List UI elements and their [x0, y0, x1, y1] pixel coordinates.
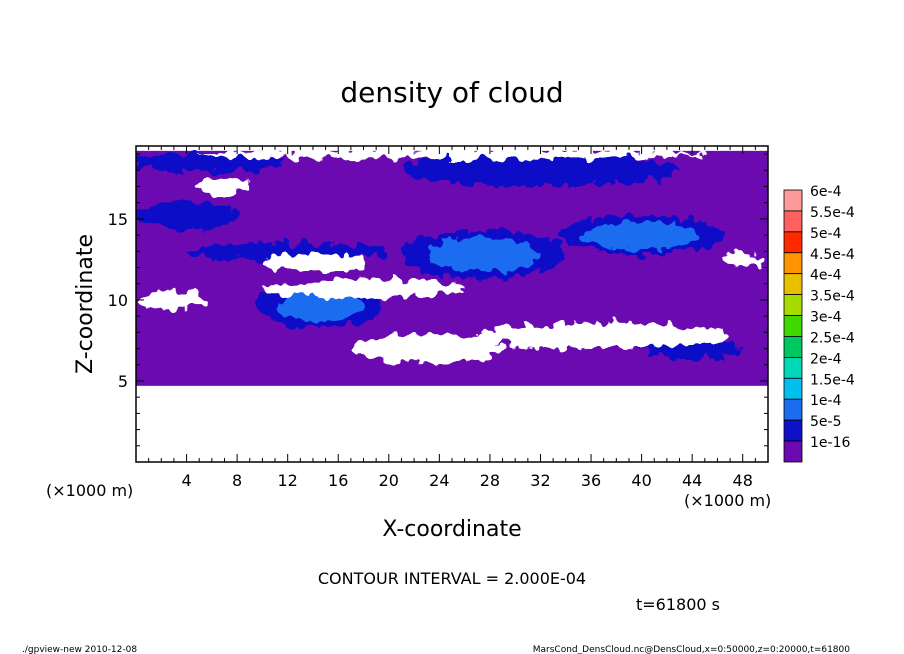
cloud-blob [401, 154, 680, 187]
cloud-blob [136, 152, 288, 172]
colorbar-swatch [783, 189, 803, 212]
colorbar-swatch [783, 398, 803, 421]
colorbar-swatch [783, 315, 803, 337]
footer-source: MarsCond_DensCloud.nc@DensCloud,x=0:5000… [533, 645, 850, 654]
y-axis-label: Z-coordinate [73, 234, 98, 374]
x-tick-label: 16 [328, 471, 348, 490]
x-tick-label: 48 [733, 471, 753, 490]
colorbar-swatch [783, 440, 803, 463]
colorbar-label: 5e-5 [810, 414, 841, 430]
colorbar-swatch [783, 210, 803, 233]
x-axis-ticks: 4 8 12 16 20 24 28 32 36 40 44 48 [148, 146, 756, 490]
x-tick-label: 24 [429, 471, 449, 490]
colorbar-label: 6e-4 [810, 184, 842, 200]
chart-title: density of cloud [340, 76, 563, 109]
x-tick-label: 40 [631, 471, 651, 490]
colorbar-label: 5e-4 [810, 226, 842, 242]
colorbar-label: 4.5e-4 [810, 247, 855, 263]
contour-interval: CONTOUR INTERVAL = 2.000E-04 [318, 569, 586, 588]
colorbar-swatch [783, 231, 803, 254]
x-tick-label: 8 [232, 471, 242, 490]
x-tick-label: 20 [379, 471, 399, 490]
colorbar-swatch [783, 273, 803, 296]
cloud-blob-core [426, 237, 542, 272]
colorbar-label: 4e-4 [810, 268, 842, 284]
x-tick-label: 4 [181, 471, 191, 490]
colorbar-swatch [783, 419, 803, 442]
time-label: t=61800 s [636, 595, 720, 614]
colorbar-swatch [783, 356, 803, 379]
x-tick-label: 36 [581, 471, 601, 490]
clear-region [350, 333, 503, 364]
colorbar-label: 1e-4 [810, 393, 842, 409]
colorbar: 6e-4 5.5e-4 5e-4 4.5e-4 4e-4 3.5e-4 3e-4 2.5e-4… [783, 184, 855, 463]
clear-region [723, 252, 762, 266]
clear-region [262, 278, 465, 299]
colorbar-label: 3e-4 [810, 310, 842, 326]
colorbar-swatch [783, 377, 803, 400]
colorbar-label: 1.5e-4 [810, 372, 855, 388]
cloud-blob-core [584, 221, 700, 249]
x-tick-label: 44 [682, 471, 702, 490]
cloud-blob-core [275, 291, 364, 322]
x-tick-label: 12 [278, 471, 298, 490]
clear-region [199, 178, 250, 195]
clear-region [477, 322, 731, 349]
x-tick-label: 32 [530, 471, 550, 490]
colorbar-label: 2e-4 [810, 351, 842, 367]
clear-regions [142, 149, 762, 364]
y-axis-units: (×1000 m) [46, 481, 133, 500]
cloud-blobs [136, 152, 743, 359]
footer-program: ./gpview-new 2010-12-08 [22, 645, 137, 654]
clear-region [262, 252, 364, 273]
clear-region [199, 149, 705, 159]
y-tick-label: 10 [108, 291, 128, 310]
x-axis-units: (×1000 m) [684, 491, 771, 510]
colorbar-label: 1e-16 [810, 435, 850, 451]
x-tick-label: 28 [480, 471, 500, 490]
y-axis-ticks: 5 10 15 [108, 153, 768, 447]
clear-region [142, 290, 206, 310]
colorbar-swatch [783, 294, 803, 316]
colorbar-label: 3.5e-4 [810, 289, 855, 305]
plot-area [136, 149, 768, 386]
x-axis-label: X-coordinate [382, 517, 521, 542]
colorbar-label: 5.5e-4 [810, 205, 855, 221]
cloud-blob [136, 201, 238, 231]
y-tick-label: 5 [118, 372, 128, 391]
colorbar-label: 2.5e-4 [810, 330, 855, 346]
y-tick-label: 15 [108, 210, 128, 229]
colorbar-swatch [783, 336, 803, 358]
colorbar-swatch [783, 252, 803, 275]
